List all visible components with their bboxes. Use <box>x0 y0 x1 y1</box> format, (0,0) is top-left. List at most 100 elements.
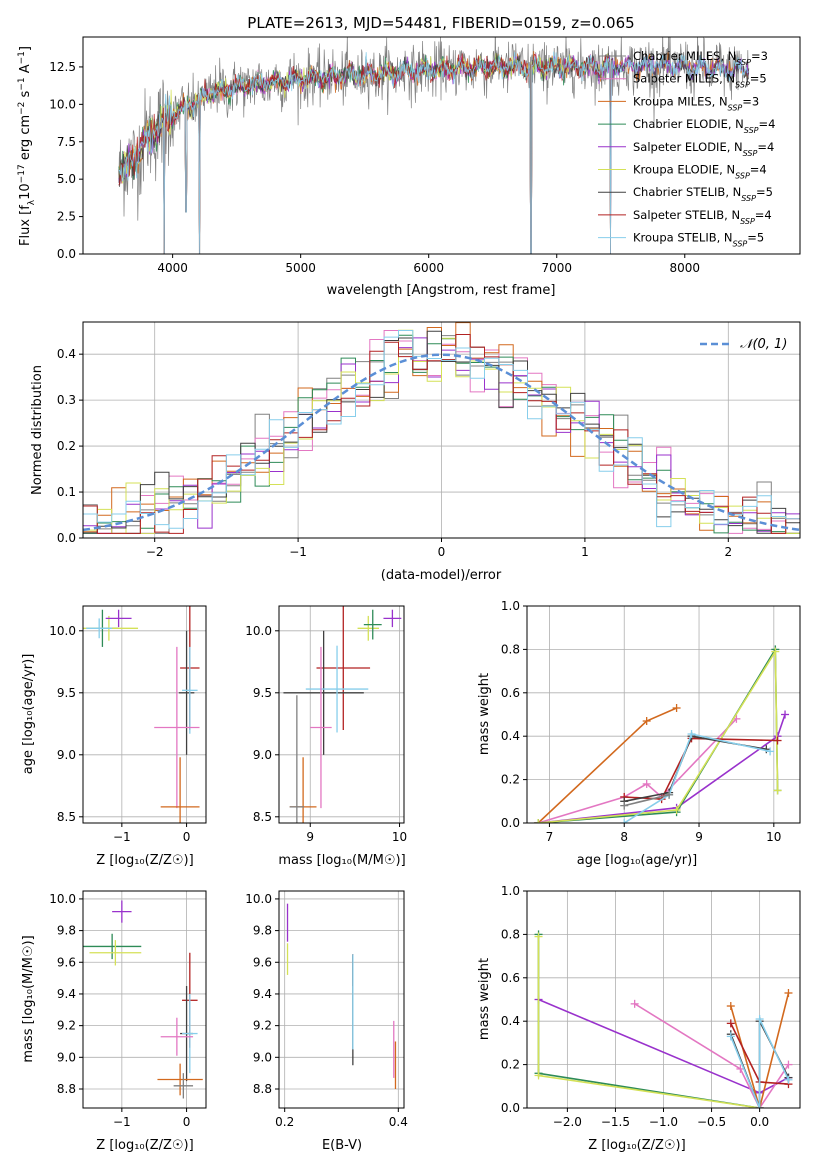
spectrum-title: PLATE=2613, MJD=54481, FIBERID=0159, z=0… <box>247 14 634 32</box>
y-tick-label: 10.0 <box>245 624 272 638</box>
y-tick-label: 8.5 <box>57 810 76 824</box>
legend-label: Chabrier STELIB, NSSP=5 <box>633 185 773 203</box>
age-vs-mass-panel: 9 10 8.5 9.0 9.5 10.0 mass [log₁₀(M/M☉)] <box>245 605 407 868</box>
series-kroupa-elodie <box>538 648 779 823</box>
histogram-plot-area: −2 −1 0 1 2 0.0 0.1 0.2 0.3 0.4 <box>57 321 801 559</box>
spectrum-line-kroupa-stelib <box>118 51 749 254</box>
legend-label: Chabrier ELODIE, NSSP=4 <box>633 117 775 135</box>
x-tick-label: 1 <box>581 545 589 559</box>
y-tick-label: 12.5 <box>49 60 76 74</box>
legend-label: Kroupa MILES, NSSP=3 <box>633 94 759 112</box>
x-tick-label: 10 <box>766 830 781 844</box>
ticks: 9 10 8.5 9.0 9.5 10.0 <box>245 624 407 844</box>
y-tick-label: 0.2 <box>501 773 520 787</box>
axes-frame <box>278 890 405 1109</box>
x-tick-label: 8 <box>620 830 628 844</box>
spectrum-xlabel: wavelength [Angstrom, rest frame] <box>327 283 556 298</box>
y-tick-label: 8.8 <box>57 1082 76 1096</box>
spectrum-panel: PLATE=2613, MJD=54481, FIBERID=0159, z=0… <box>17 14 801 298</box>
age-mass-plot-area: 9 10 8.5 9.0 9.5 10.0 <box>245 605 407 844</box>
ticks: 4000 5000 6000 7000 8000 0.0 2.5 5.0 7.5 10.0 12.5 <box>49 60 700 275</box>
y-tick-label: 2.5 <box>57 210 76 224</box>
mass-weight-vs-metallicity-panel: −2.0 −1.5 −1.0 −0.5 0.0 0.0 0.2 0.4 0.6 0.8 1.0 Z … <box>477 884 801 1153</box>
x-tick-label: 5000 <box>285 261 316 275</box>
plot-content <box>534 645 790 823</box>
y-tick-label: 0.1 <box>57 485 76 499</box>
mass-vs-extinction-panel: 0.2 0.4 8.8 9.0 9.2 9.4 9.6 9.8 10.0 E(B-V) <box>245 890 408 1153</box>
series-chabrier-miles <box>624 794 670 807</box>
spectrum-line-chabrier-stelib <box>118 51 750 254</box>
y-tick-label: 0.3 <box>57 393 76 407</box>
plot-content <box>118 37 750 254</box>
ticks: −1 0 8.5 9.0 9.5 10.0 <box>49 624 190 844</box>
histogram-legend: 𝒩(0, 1) <box>700 337 787 352</box>
histogram-xlabel: (data-model)/error <box>381 568 502 583</box>
ticks: −2.0 −1.5 −1.0 −0.5 0.0 0.0 0.2 0.4 0.6 0.8 1.0 <box>501 884 769 1129</box>
y-tick-label: 9.0 <box>57 1050 76 1064</box>
y-tick-label: 9.5 <box>57 686 76 700</box>
y-tick-label: 10.0 <box>245 892 272 906</box>
y-tick-label: 5.0 <box>57 172 76 186</box>
y-tick-label: 8.8 <box>253 1082 272 1096</box>
x-tick-label: −1.5 <box>601 1115 630 1129</box>
x-tick-label: 0.4 <box>389 1115 408 1129</box>
x-tick-label: −1 <box>289 545 307 559</box>
mass-vs-metallicity-panel: −1 0 8.8 9.0 9.2 9.4 9.6 9.8 10.0 Z [log₁₀(Z/Z☉)… <box>21 890 207 1153</box>
y-tick-label: 9.4 <box>57 987 76 1001</box>
residual-histogram-panel: −2 −1 0 1 2 0.0 0.1 0.2 0.3 0.4 (data-model)/erro… <box>30 321 801 583</box>
mw-z-plot-area: −2.0 −1.5 −1.0 −0.5 0.0 0.0 0.2 0.4 0.6 0.8 1.0 <box>501 884 801 1129</box>
x-tick-label: 0.2 <box>275 1115 294 1129</box>
y-tick-label: 0.0 <box>501 1101 520 1115</box>
y-tick-label: 1.0 <box>501 884 520 898</box>
series-salpeter-miles <box>634 1003 790 1108</box>
y-tick-label: 9.0 <box>253 1050 272 1064</box>
y-tick-label: 9.0 <box>253 748 272 762</box>
legend-label: Chabrier MILES, NSSP=3 <box>633 49 768 67</box>
y-tick-label: 1.0 <box>501 599 520 613</box>
y-tick-label: 9.2 <box>253 1019 272 1033</box>
age-vs-metallicity-panel: −1 0 8.5 9.0 9.5 10.0 Z [log₁₀(Z/Z☉)] age [lo… <box>21 605 207 868</box>
plot-content <box>286 903 397 1089</box>
x-tick-label: 7000 <box>541 261 572 275</box>
x-tick-label: 10 <box>392 830 407 844</box>
x-tick-label: −1.0 <box>649 1115 678 1129</box>
x-tick-label: 9 <box>695 830 703 844</box>
y-tick-label: 0.0 <box>57 247 76 261</box>
spectrum-ylabel: Flux [fλ10−17 erg cm−2 s−1 A−1] <box>17 46 37 246</box>
x-tick-label: 9 <box>306 830 314 844</box>
y-tick-label: 0.0 <box>57 531 76 545</box>
x-tick-label: −2 <box>146 545 164 559</box>
mw-age-ylabel: mass weight <box>477 673 492 755</box>
x-tick-label: −1 <box>113 1115 131 1129</box>
ticks: −1 0 8.8 9.0 9.2 9.4 9.6 9.8 10.0 <box>49 892 190 1129</box>
y-tick-label: 7.5 <box>57 135 76 149</box>
spectrum-legend: Chabrier MILES, NSSP=3 Salpeter MILES, NS… <box>598 49 775 248</box>
axes-frame <box>82 605 207 824</box>
y-tick-label: 0.6 <box>501 971 520 985</box>
x-tick-label: 2 <box>724 545 732 559</box>
age-mass-xlabel: mass [log₁₀(M/M☉)] <box>278 853 405 868</box>
series-kroupa-stelib <box>730 1018 790 1108</box>
histogram-salpeter-miles <box>83 330 800 538</box>
axes-frame <box>82 890 207 1109</box>
plot-content <box>83 900 203 1099</box>
y-tick-label: 9.8 <box>253 924 272 938</box>
series-salpeter-elodie <box>538 714 786 823</box>
mass-z-xlabel: Z [log₁₀(Z/Z☉)] <box>96 1138 193 1153</box>
y-tick-label: 0.0 <box>501 816 520 830</box>
y-tick-label: 9.6 <box>57 955 76 969</box>
plot-content <box>83 606 200 823</box>
mass-z-plot-area: −1 0 8.8 9.0 9.2 9.4 9.6 9.8 10.0 <box>49 890 207 1129</box>
gaussian-legend-label: 𝒩(0, 1) <box>740 337 787 352</box>
axes-frame <box>82 36 801 255</box>
ticks: 7 8 9 10 0.0 0.2 0.4 0.6 0.8 1.0 <box>501 599 782 844</box>
histogram-kroupa-stelib <box>83 330 800 538</box>
x-tick-label: 0 <box>183 830 191 844</box>
mass-ebv-xlabel: E(B-V) <box>322 1138 362 1153</box>
y-tick-label: 10.0 <box>49 892 76 906</box>
y-tick-label: 9.6 <box>253 955 272 969</box>
y-tick-label: 8.5 <box>253 810 272 824</box>
y-tick-label: 9.0 <box>57 748 76 762</box>
